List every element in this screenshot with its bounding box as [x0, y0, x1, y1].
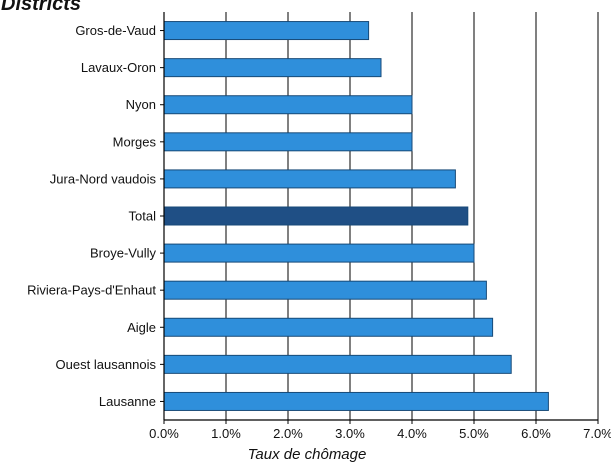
axes: [160, 12, 599, 424]
x-tick-label: 3.0%: [335, 426, 365, 441]
category-label: Aigle: [127, 320, 156, 335]
category-label: Morges: [113, 134, 157, 149]
bar: [163, 280, 487, 300]
category-label: Gros-de-Vaud: [75, 23, 156, 38]
category-label: Total: [129, 209, 157, 224]
category-label: Lavaux-Oron: [81, 60, 156, 75]
bar: [163, 132, 413, 152]
bar-total: [163, 206, 469, 226]
bar: [163, 317, 494, 337]
x-axis-title: Taux de chômage: [248, 446, 367, 463]
category-labels: Gros-de-Vaud Lavaux-Oron Nyon Morges Jura-No…: [27, 23, 156, 409]
x-tick-label: 5.0%: [459, 426, 489, 441]
x-tick-label: 6.0%: [521, 426, 551, 441]
bar: [163, 58, 382, 78]
x-tick-label: 2.0%: [273, 426, 303, 441]
chart-heading: Districts: [1, 0, 81, 15]
bar: [163, 95, 413, 115]
bars: [163, 21, 549, 411]
bar: [163, 169, 456, 189]
bar: [163, 391, 549, 411]
category-label: Riviera-Pays-d'Enhaut: [27, 283, 156, 298]
bar: [163, 21, 370, 41]
x-tick-label: 1.0%: [211, 426, 241, 441]
bar: [163, 354, 512, 374]
category-label: Ouest lausannois: [56, 357, 157, 372]
category-label: Nyon: [126, 97, 156, 112]
category-label: Broye-Vully: [90, 246, 156, 261]
x-tick-labels: 0.0% 1.0% 2.0% 3.0% 4.0% 5.0% 6.0% 7.0%: [149, 426, 611, 441]
bar: [163, 243, 475, 263]
x-tick-label: 7.0%: [583, 426, 611, 441]
category-label: Jura-Nord vaudois: [50, 171, 157, 186]
x-tick-label: 0.0%: [149, 426, 179, 441]
x-tick-label: 4.0%: [397, 426, 427, 441]
category-label: Lausanne: [99, 394, 156, 409]
